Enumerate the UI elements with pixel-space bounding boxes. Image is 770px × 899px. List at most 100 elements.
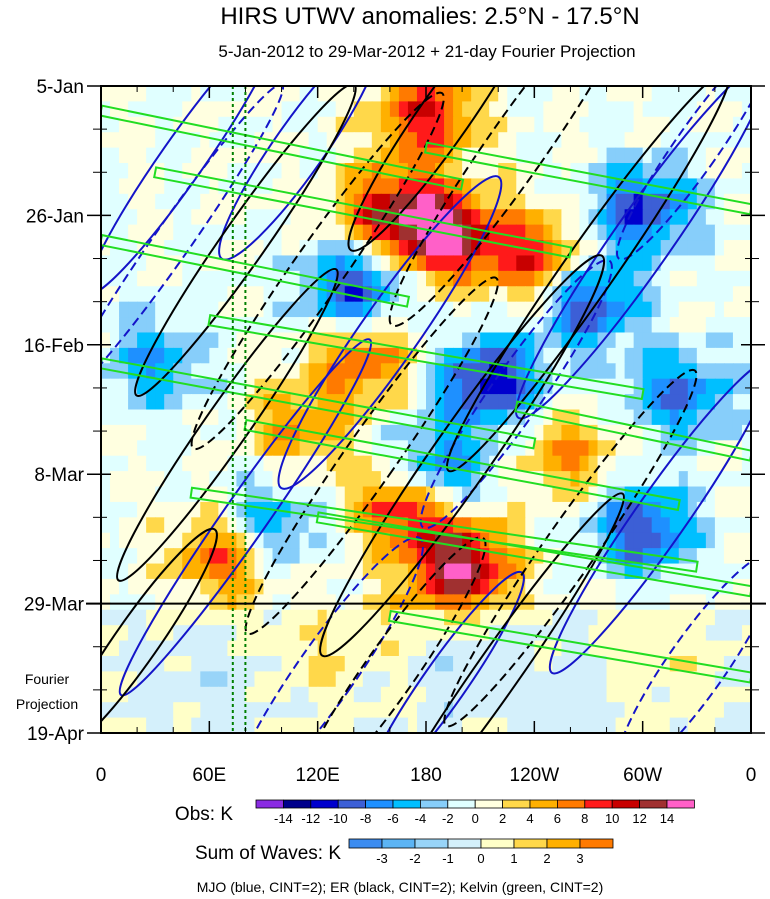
- field-cell: [380, 163, 391, 180]
- field-cell: [281, 132, 292, 149]
- field-cell: [101, 424, 111, 441]
- field-cell: [398, 609, 409, 626]
- field-cell: [669, 702, 680, 719]
- field-cell: [525, 317, 535, 334]
- field-cell: [110, 609, 120, 626]
- field-cell: [651, 517, 662, 534]
- field-cell: [146, 116, 156, 133]
- field-cell: [353, 455, 364, 472]
- field-cell: [561, 147, 572, 164]
- field-cell: [272, 240, 283, 257]
- field-cell: [344, 717, 355, 733]
- field-cell: [687, 163, 698, 180]
- field-cell: [128, 686, 138, 703]
- field-cell: [633, 363, 644, 380]
- field-cell: [669, 548, 680, 565]
- field-cell: [462, 147, 472, 164]
- field-cell: [335, 317, 346, 334]
- field-cell: [561, 255, 572, 272]
- field-cell: [101, 363, 111, 380]
- field-cell: [705, 147, 716, 164]
- field-cell: [191, 671, 201, 688]
- field-cell: [200, 578, 210, 595]
- field-cell: [543, 609, 553, 626]
- field-cell: [552, 578, 563, 595]
- field-cell: [525, 686, 535, 703]
- field-cell: [353, 517, 364, 534]
- field-cell: [741, 578, 751, 595]
- field-cell: [534, 440, 544, 457]
- field-cell: [119, 317, 129, 334]
- field-cell: [516, 270, 526, 287]
- field-cell: [579, 86, 590, 102]
- field-cell: [642, 640, 653, 657]
- field-cell: [128, 655, 138, 672]
- field-cell: [606, 424, 617, 441]
- field-cell: [155, 548, 165, 565]
- field-cell: [128, 332, 138, 349]
- field-cell: [146, 409, 156, 426]
- field-cell: [435, 640, 445, 657]
- field-cell: [732, 702, 743, 719]
- field-cell: [489, 563, 499, 580]
- field-cell: [525, 594, 535, 611]
- field-cell: [326, 640, 337, 657]
- field-cell: [507, 702, 517, 719]
- field-cell: [624, 255, 635, 272]
- field-cell: [732, 347, 743, 364]
- field-cell: [173, 116, 183, 133]
- field-cell: [552, 363, 563, 380]
- field-cell: [678, 209, 689, 226]
- field-cell: [227, 424, 238, 441]
- field-cell: [110, 86, 120, 102]
- field-cell: [534, 486, 544, 503]
- mjo-contour: [515, 86, 751, 420]
- field-cell: [471, 347, 481, 364]
- field-cell: [732, 625, 743, 642]
- field-cell: [182, 486, 192, 503]
- field-cell: [615, 86, 626, 102]
- field-cell: [263, 655, 274, 672]
- field-cell: [155, 486, 165, 503]
- field-cell: [218, 347, 228, 364]
- field-cell: [119, 594, 129, 611]
- field-cell: [534, 347, 544, 364]
- field-cell: [299, 86, 310, 102]
- field-cell: [453, 286, 463, 303]
- field-cell: [696, 270, 707, 287]
- contour-caption: MJO (blue, CINT=2); ER (black, CINT=2); …: [197, 879, 604, 895]
- field-cell: [714, 702, 725, 719]
- field-cell: [588, 686, 599, 703]
- field-cell: [380, 640, 391, 657]
- field-cell: [407, 517, 418, 534]
- field-cell: [633, 609, 644, 626]
- field-cell: [182, 609, 192, 626]
- field-cell: [119, 163, 129, 180]
- field-cell: [182, 86, 192, 102]
- field-cell: [651, 363, 662, 380]
- field-cell: [525, 178, 535, 195]
- field-cell: [263, 594, 274, 611]
- field-cell: [570, 317, 581, 334]
- field-cell: [317, 548, 328, 565]
- field-cell: [110, 655, 120, 672]
- field-cell: [326, 270, 337, 287]
- field-cell: [362, 224, 373, 241]
- field-cell: [146, 486, 156, 503]
- field-cell: [588, 116, 599, 133]
- field-cell: [543, 317, 553, 334]
- field-cell: [498, 209, 508, 226]
- field-cell: [642, 578, 653, 595]
- field-cell: [371, 363, 382, 380]
- field-cell: [110, 517, 120, 534]
- field-cell: [498, 317, 508, 334]
- field-cell: [669, 163, 680, 180]
- field-cell: [128, 409, 138, 426]
- field-cell: [371, 86, 382, 102]
- field-cell: [236, 286, 247, 303]
- field-cell: [723, 378, 734, 395]
- field-cell: [344, 317, 355, 334]
- field-cell: [714, 163, 725, 180]
- field-cell: [191, 548, 201, 565]
- field-cell: [209, 193, 219, 210]
